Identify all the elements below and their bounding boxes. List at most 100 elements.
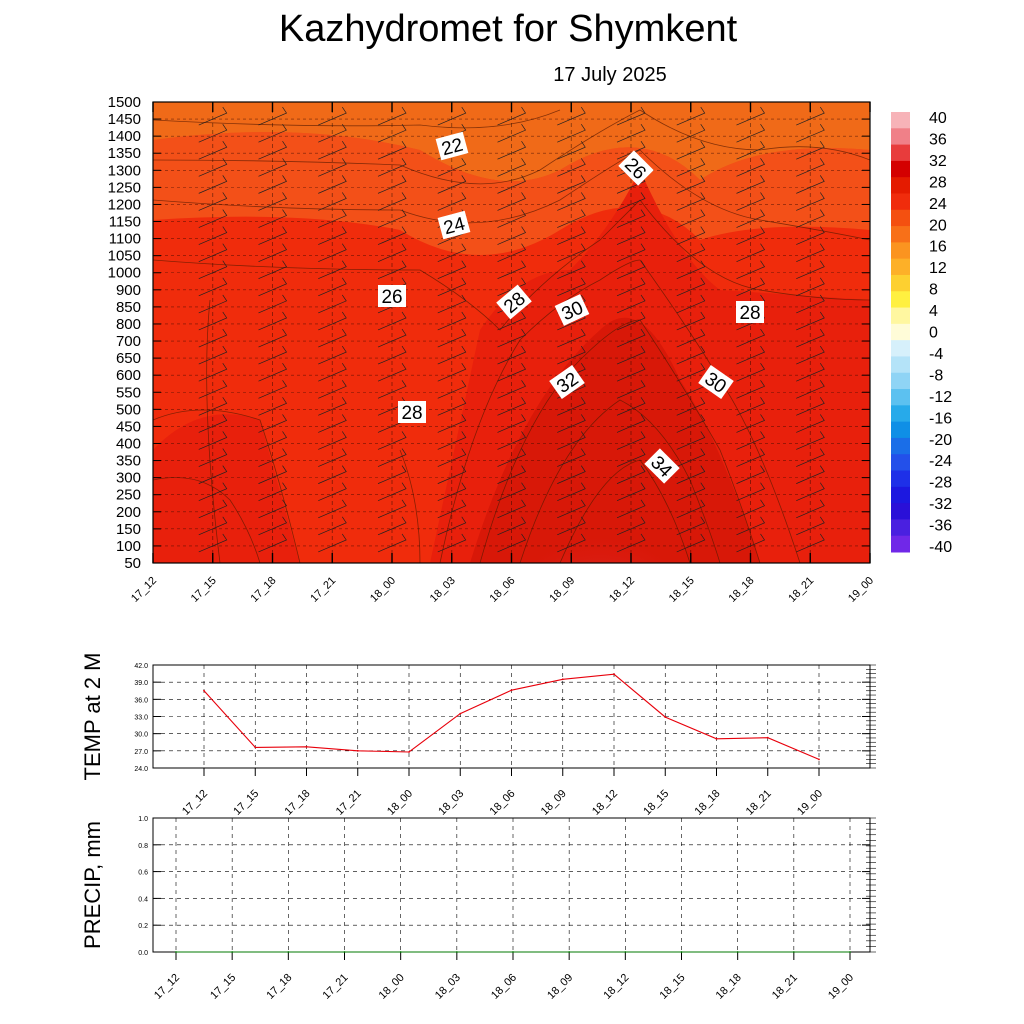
data-point xyxy=(510,689,513,692)
wind-barb xyxy=(258,414,288,433)
x-tick-label: 18_21 xyxy=(770,972,800,1002)
colorbar-swatch xyxy=(891,340,910,357)
x-tick-label: 18_15 xyxy=(641,788,671,818)
data-point xyxy=(624,951,627,953)
wind-barb xyxy=(736,397,766,416)
wind-barb xyxy=(377,260,407,280)
y-tick-label: 1250 xyxy=(108,179,141,196)
colorbar-label: 32 xyxy=(929,153,947,170)
contour-label-text: 26 xyxy=(381,287,402,308)
wind-barb xyxy=(437,192,467,211)
wind-barb xyxy=(198,226,228,245)
wind-barb xyxy=(497,345,527,365)
contour-label-text: 28 xyxy=(739,303,760,324)
wind-barb xyxy=(616,431,646,450)
wind-barb xyxy=(796,533,825,553)
wind-barb xyxy=(557,397,586,416)
wind-barb xyxy=(616,516,646,536)
y-tick-label: 0.4 xyxy=(138,896,148,903)
wind-barb xyxy=(616,414,646,433)
contour-label: 30 xyxy=(554,294,590,326)
colorbar-swatch xyxy=(891,258,910,276)
wind-barb xyxy=(198,277,228,297)
wind-barb xyxy=(377,192,407,211)
wind-barb xyxy=(616,260,646,280)
wind-barb xyxy=(796,397,825,416)
wind-barb xyxy=(198,294,228,314)
wind-barb xyxy=(198,431,228,450)
wind-barb xyxy=(616,448,646,467)
wind-barb xyxy=(258,209,288,228)
wind-barb xyxy=(198,209,228,228)
wind-barb xyxy=(557,277,586,297)
data-point xyxy=(254,746,257,749)
x-tick-label: 18_03 xyxy=(436,788,466,818)
wind-barb xyxy=(616,123,646,143)
contour-label: 26 xyxy=(378,285,406,308)
wind-barb xyxy=(796,123,825,143)
x-tick-label: 17_12 xyxy=(129,575,159,605)
wind-barb xyxy=(796,516,825,536)
wind-barb xyxy=(318,226,347,245)
wind-barb xyxy=(497,226,527,245)
wind-barb xyxy=(318,311,347,331)
wind-barb xyxy=(318,158,347,177)
colorbar-label: 28 xyxy=(929,174,947,191)
wind-barb xyxy=(258,158,288,177)
data-point xyxy=(680,951,683,953)
wind-barb xyxy=(198,533,228,553)
wind-barb xyxy=(736,448,766,467)
wind-barb xyxy=(377,448,407,467)
x-tick-label: 19_00 xyxy=(846,575,876,605)
wind-barb xyxy=(736,141,766,160)
data-point xyxy=(459,712,462,715)
x-tick-label: 17_18 xyxy=(249,575,279,605)
wind-barb xyxy=(557,141,586,160)
wind-barb xyxy=(198,414,228,433)
x-tick-label: 19_00 xyxy=(826,972,856,1002)
wind-barb xyxy=(796,106,825,126)
y-tick-label: 1350 xyxy=(108,145,141,162)
wind-barb xyxy=(736,380,766,399)
x-tick-label: 17_21 xyxy=(321,972,351,1002)
colorbar-label: 36 xyxy=(929,131,947,148)
data-point xyxy=(231,951,234,953)
wind-barb xyxy=(736,414,766,433)
wind-barb xyxy=(736,516,766,536)
wind-barb xyxy=(437,414,467,433)
wind-barb xyxy=(676,533,706,553)
colorbar-label: -16 xyxy=(929,410,952,427)
wind-barb xyxy=(497,141,527,160)
wind-barb xyxy=(377,209,407,228)
wind-barb xyxy=(318,243,347,262)
y-tick-label: 0.6 xyxy=(138,870,148,877)
wind-barb xyxy=(676,362,706,382)
wind-barb xyxy=(497,311,527,331)
wind-barb xyxy=(198,141,228,160)
wind-barb xyxy=(437,482,467,502)
contour-line xyxy=(153,409,301,563)
wind-barb xyxy=(616,328,646,348)
data-point xyxy=(455,951,458,953)
wind-barb xyxy=(437,158,467,177)
x-tick-label: 18_00 xyxy=(368,575,398,605)
wind-barb xyxy=(676,414,706,433)
wind-barb xyxy=(497,465,527,484)
wind-barb xyxy=(377,482,407,502)
wind-barb xyxy=(796,431,825,450)
wind-barb xyxy=(557,516,586,536)
data-point xyxy=(792,951,795,953)
wind-barb xyxy=(676,260,706,280)
wind-barb xyxy=(497,499,527,519)
wind-barb xyxy=(796,482,825,502)
y-tick-label: 450 xyxy=(116,418,141,435)
wind-barb xyxy=(736,106,766,126)
contour-line xyxy=(439,259,641,563)
wind-barb xyxy=(318,294,347,314)
x-tick-label: 17_15 xyxy=(189,575,219,605)
wind-barb xyxy=(616,533,646,553)
data-point xyxy=(512,951,514,953)
wind-barb xyxy=(736,209,766,228)
data-point xyxy=(561,678,564,681)
wind-barb xyxy=(198,448,228,467)
